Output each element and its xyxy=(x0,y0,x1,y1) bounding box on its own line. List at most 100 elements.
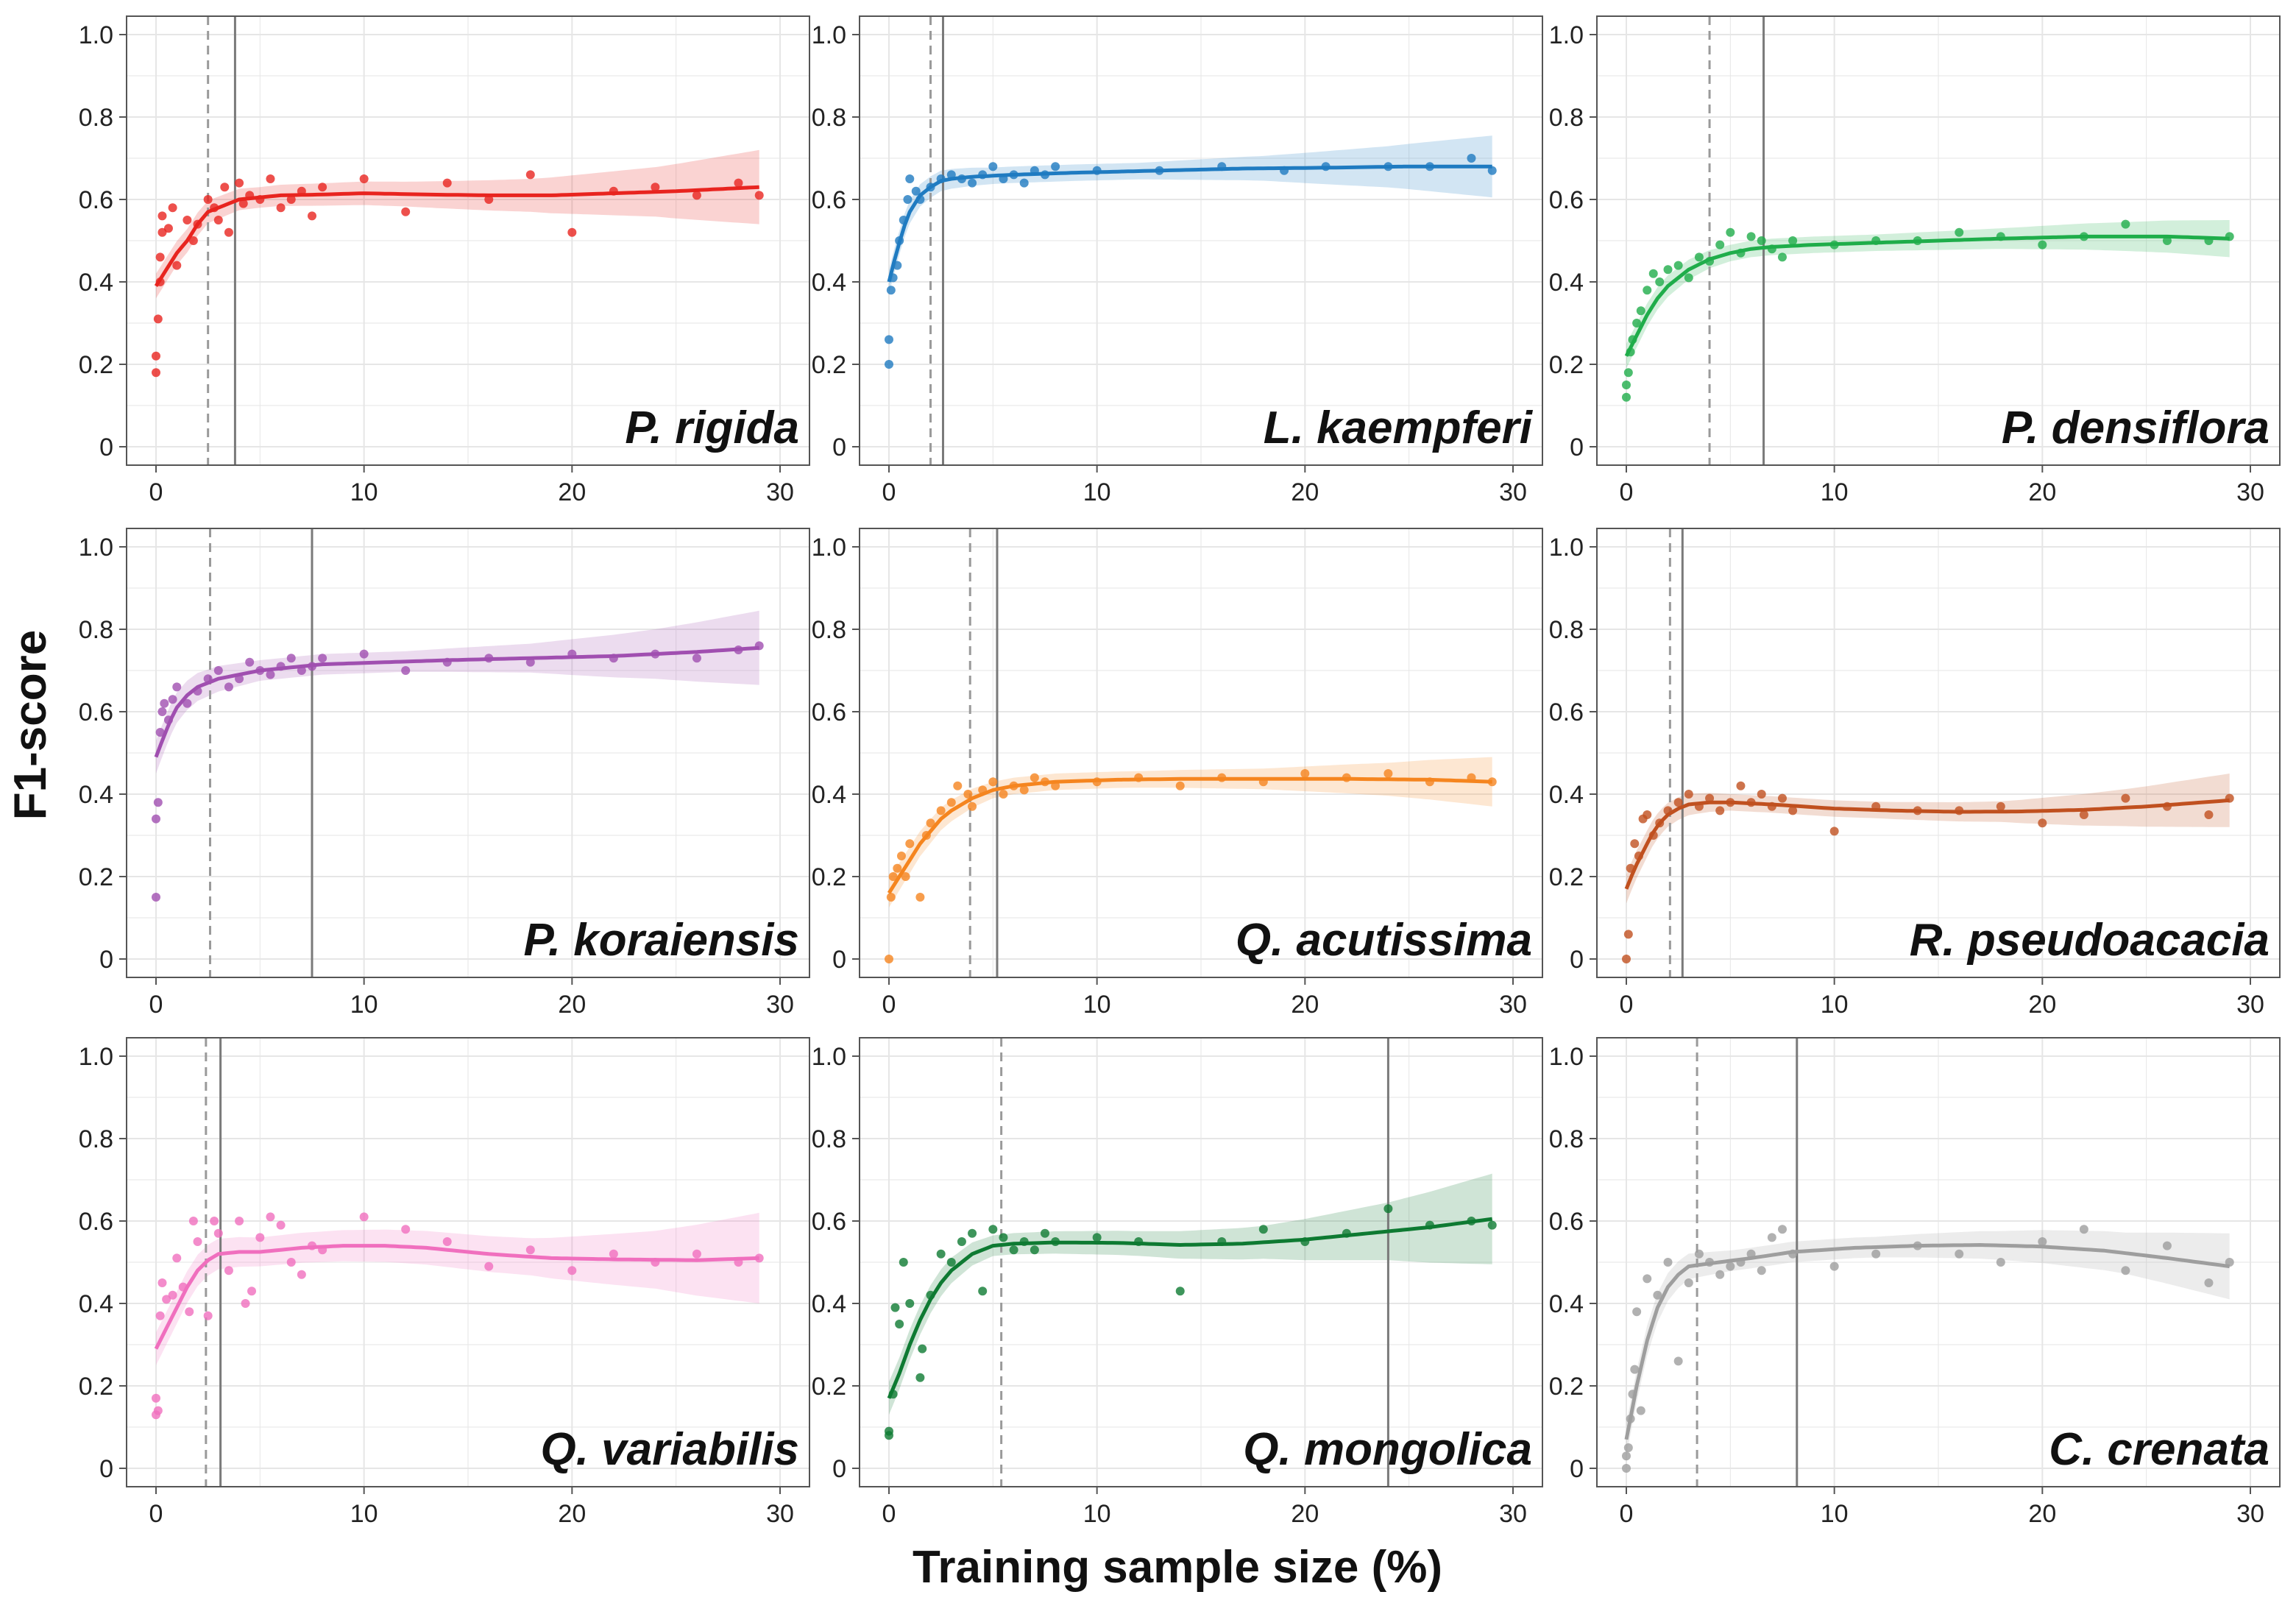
data-point xyxy=(1175,781,1185,790)
data-point xyxy=(1705,793,1715,803)
data-point xyxy=(318,654,327,663)
y-tick-label: 1.0 xyxy=(79,21,113,49)
data-point xyxy=(266,174,275,183)
data-point xyxy=(157,227,167,237)
data-points xyxy=(152,1212,764,1420)
x-tick-label: 20 xyxy=(558,1500,586,1528)
data-point xyxy=(1684,790,1693,799)
data-point xyxy=(885,1426,893,1436)
data-point xyxy=(999,1233,1008,1242)
data-point xyxy=(255,1233,265,1242)
data-point xyxy=(905,839,915,849)
data-point xyxy=(1300,769,1310,778)
data-point xyxy=(1757,236,1766,245)
x-tick-label: 0 xyxy=(149,478,163,506)
panel-3: 0 0.2 0.4 0.6 0.8 1.0 0 10 20 30 P. densiflora xyxy=(1549,15,2281,506)
species-label: P. densiflora xyxy=(2002,403,2270,453)
y-tick-label: 0.8 xyxy=(79,1125,113,1153)
data-point xyxy=(1643,286,1652,295)
x-tick-label: 0 xyxy=(882,478,896,506)
y-tick-label: 0.4 xyxy=(1549,781,1584,809)
data-point xyxy=(1019,785,1029,795)
x-tick-label: 0 xyxy=(1620,1500,1634,1528)
data-point xyxy=(754,1253,764,1263)
data-point xyxy=(1694,252,1704,262)
fit-curve xyxy=(887,164,1492,283)
data-point xyxy=(2121,1266,2130,1275)
data-point xyxy=(2204,810,2214,819)
data-point xyxy=(2162,1241,2172,1250)
y-tick-label: 0.8 xyxy=(1549,616,1584,644)
y-tick-label: 0 xyxy=(1570,1455,1584,1483)
x-tick-label: 20 xyxy=(1291,1500,1319,1528)
data-point xyxy=(1622,955,1631,963)
data-points xyxy=(1622,1225,2234,1473)
species-label: C. crenata xyxy=(2049,1424,2270,1475)
y-axis-title: F1-score xyxy=(5,630,56,820)
data-point xyxy=(1726,227,1735,237)
data-point xyxy=(1767,1233,1776,1242)
y-tick-label: 0.2 xyxy=(1549,351,1584,379)
data-point xyxy=(988,162,998,171)
fit-curve xyxy=(1624,798,2230,890)
data-point xyxy=(1636,1406,1645,1415)
data-point xyxy=(1383,769,1393,778)
y-tick-label: 0.2 xyxy=(1549,1373,1584,1401)
data-point xyxy=(153,314,163,324)
y-tick-label: 0.8 xyxy=(812,616,846,644)
grid xyxy=(1597,528,2280,977)
data-point xyxy=(1622,1464,1631,1473)
data-point xyxy=(968,178,977,188)
x-tick-label: 10 xyxy=(1083,478,1111,506)
x-tick-label: 10 xyxy=(350,478,378,506)
data-point xyxy=(276,203,286,213)
x-tick-label: 30 xyxy=(766,991,794,1019)
data-point xyxy=(1996,802,2005,811)
data-point xyxy=(359,1212,369,1222)
data-point xyxy=(162,1295,171,1304)
panel-frame xyxy=(126,15,810,466)
data-point xyxy=(999,790,1008,799)
y-tick-label: 0.2 xyxy=(79,863,113,891)
species-label: L. kaempferi xyxy=(1264,403,1534,453)
data-point xyxy=(1467,154,1476,163)
data-point xyxy=(1623,1443,1633,1452)
data-point xyxy=(918,1344,927,1353)
data-point xyxy=(1487,777,1497,787)
data-point xyxy=(1715,240,1725,250)
x-tick-label: 30 xyxy=(766,478,794,506)
data-point xyxy=(886,286,896,295)
data-point xyxy=(651,183,660,192)
x-tick-label: 20 xyxy=(558,991,586,1019)
panel-1: 0 0.2 0.4 0.6 0.8 1.0 0 10 20 30 P. rigida xyxy=(79,15,810,506)
data-point xyxy=(193,1237,202,1246)
species-label: Q. acutissima xyxy=(1236,915,1532,966)
data-point xyxy=(1829,1261,1839,1271)
y-tick-label: 0.4 xyxy=(812,269,846,297)
y-tick-label: 0.6 xyxy=(79,186,113,214)
y-tick-label: 0.2 xyxy=(1549,863,1584,891)
grid xyxy=(127,16,809,465)
x-tick-label: 20 xyxy=(1291,991,1319,1019)
data-point xyxy=(901,872,910,881)
data-point xyxy=(247,1287,257,1296)
data-point xyxy=(754,191,764,200)
panel-5: 0 0.2 0.4 0.6 0.8 1.0 0 10 20 30 Q. acutissima xyxy=(812,528,1543,1019)
y-tick-label: 0.6 xyxy=(1549,1208,1584,1236)
data-point xyxy=(1778,252,1787,262)
data-point xyxy=(525,1245,535,1255)
fit-curve xyxy=(887,776,1492,894)
species-label: Q. variabilis xyxy=(540,1424,799,1475)
confidence-band xyxy=(156,610,759,774)
data-point xyxy=(905,1299,915,1308)
y-tick-label: 1.0 xyxy=(812,1043,846,1071)
species-label: P. rigida xyxy=(625,403,799,453)
data-point xyxy=(235,178,244,188)
data-point xyxy=(484,195,494,204)
data-point xyxy=(1051,162,1060,171)
y-tick-label: 0 xyxy=(1570,434,1584,461)
data-point xyxy=(241,1299,250,1308)
x-tick-label: 20 xyxy=(1291,478,1319,506)
data-point xyxy=(213,216,223,224)
